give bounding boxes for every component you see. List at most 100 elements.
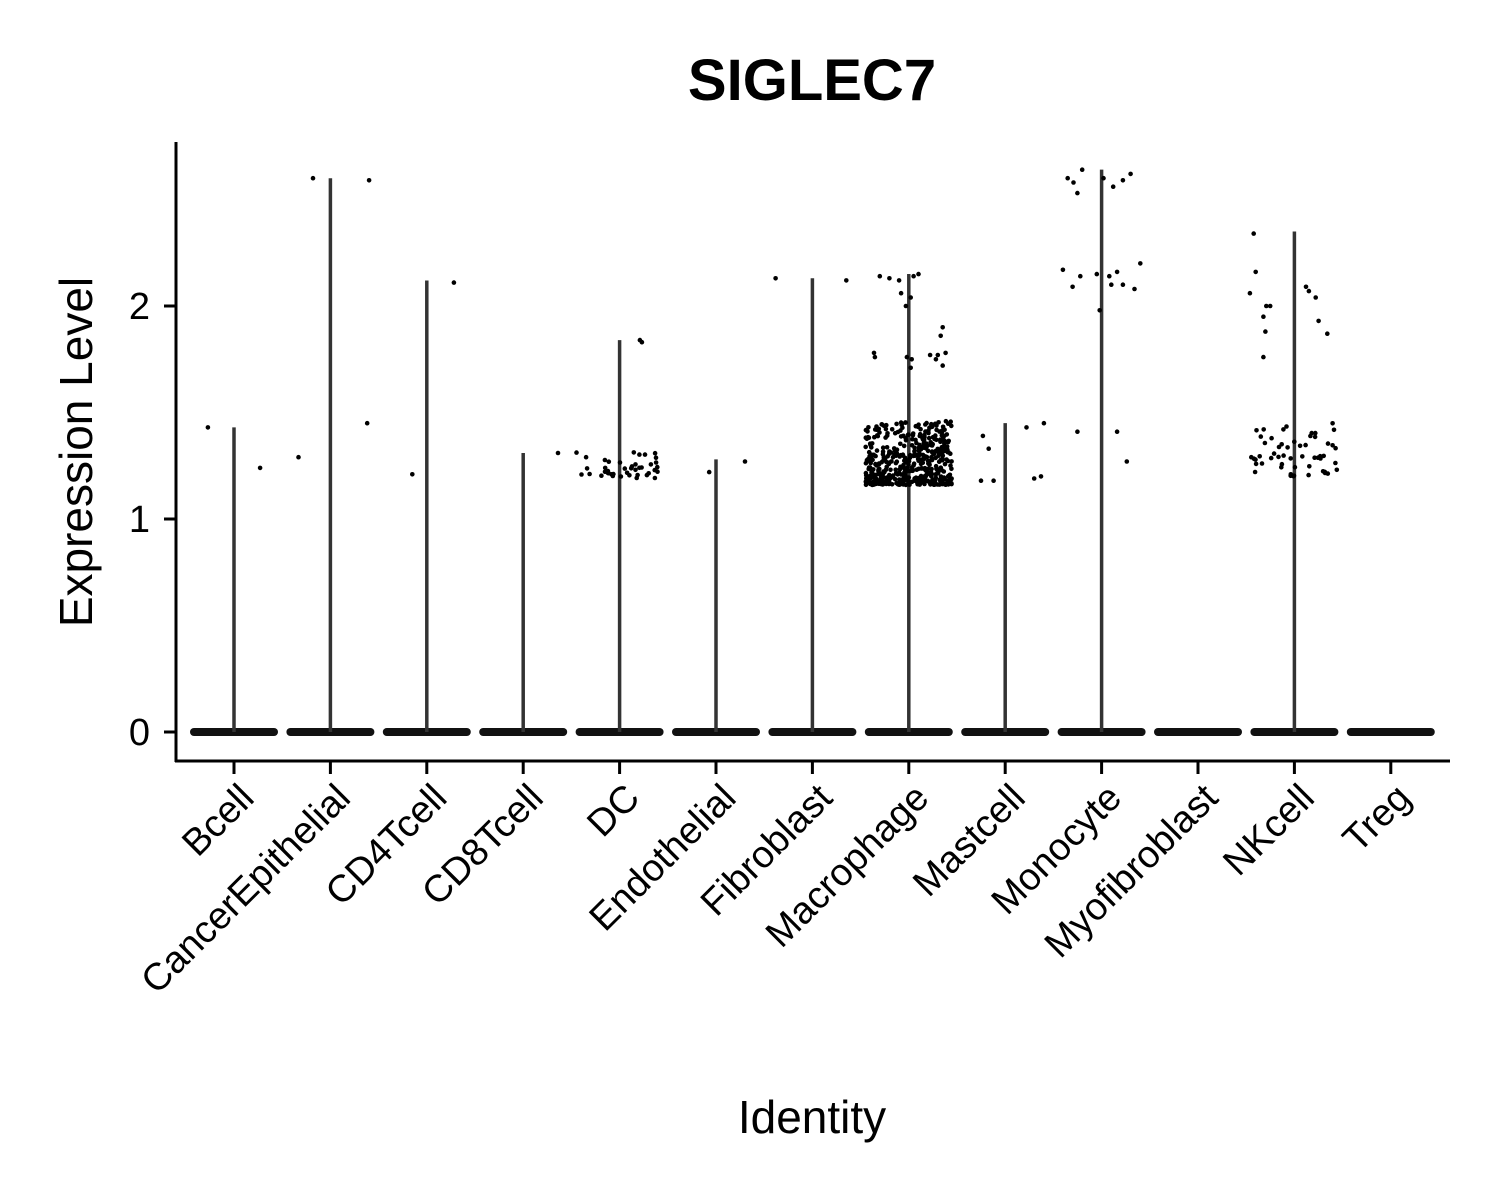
- chart-title: SIGLEC7: [688, 48, 936, 113]
- violin-cancerepithelial: [286, 175, 375, 736]
- data-point: [945, 439, 951, 445]
- data-point: [773, 276, 778, 281]
- data-point: [866, 449, 872, 455]
- zero-band: [1346, 728, 1435, 736]
- data-point: [1124, 459, 1130, 464]
- data-point: [1333, 445, 1338, 451]
- data-point: [878, 473, 884, 479]
- data-point: [903, 482, 909, 488]
- data-point: [911, 273, 916, 279]
- y-tick-label: 1: [129, 499, 150, 541]
- data-point: [935, 470, 941, 475]
- data-point: [926, 435, 932, 441]
- data-point: [257, 465, 263, 471]
- data-point: [574, 450, 579, 455]
- data-point: [366, 178, 372, 183]
- data-point: [872, 354, 878, 360]
- data-point: [885, 431, 890, 436]
- data-point: [652, 450, 658, 456]
- data-point: [1330, 421, 1335, 426]
- data-point: [895, 471, 900, 477]
- data-point: [898, 477, 903, 483]
- data-point: [879, 459, 884, 465]
- data-point: [599, 473, 604, 479]
- data-point: [1325, 471, 1331, 476]
- data-point: [866, 466, 871, 472]
- x-tick-label: Bcell: [174, 777, 262, 865]
- data-point: [908, 295, 913, 300]
- y-tick-label: 0: [129, 712, 150, 754]
- data-point: [1297, 443, 1303, 449]
- data-point: [938, 479, 944, 484]
- data-point: [1268, 455, 1274, 461]
- data-point: [946, 450, 951, 455]
- data-point: [901, 443, 907, 449]
- data-point: [602, 469, 608, 475]
- data-point: [410, 472, 415, 477]
- data-point: [635, 472, 640, 478]
- data-point: [639, 465, 644, 470]
- data-point: [865, 476, 870, 481]
- data-point: [937, 429, 942, 434]
- data-point: [932, 436, 938, 442]
- data-point: [881, 423, 887, 429]
- data-point: [916, 271, 921, 277]
- data-point: [886, 461, 892, 467]
- data-point: [628, 466, 634, 471]
- data-point: [942, 433, 947, 439]
- data-point: [934, 423, 939, 428]
- data-point: [945, 481, 950, 487]
- data-point: [883, 435, 888, 440]
- data-point: [1325, 441, 1331, 446]
- data-point: [884, 445, 890, 450]
- data-point: [874, 448, 880, 453]
- data-point: [1312, 455, 1317, 461]
- data-point: [1253, 461, 1259, 467]
- data-point: [898, 420, 904, 425]
- violin-cd4tcell: [382, 280, 471, 736]
- data-point: [940, 453, 946, 458]
- data-point: [938, 465, 944, 471]
- data-point: [1261, 314, 1266, 320]
- data-point: [1276, 444, 1282, 450]
- data-point: [1252, 469, 1258, 475]
- data-point: [874, 427, 879, 433]
- data-point: [944, 457, 949, 462]
- data-point: [894, 450, 900, 456]
- data-point: [1259, 461, 1265, 466]
- data-point: [903, 420, 908, 425]
- data-point: [927, 480, 932, 485]
- data-point: [930, 450, 935, 456]
- data-point: [923, 422, 928, 427]
- data-point: [908, 365, 913, 371]
- data-point: [1263, 329, 1268, 334]
- data-point: [706, 469, 712, 475]
- data-point: [892, 430, 898, 436]
- data-point: [1138, 261, 1143, 266]
- data-point: [364, 420, 370, 426]
- data-point: [1257, 454, 1262, 459]
- data-point: [913, 423, 919, 429]
- data-point: [875, 433, 881, 439]
- data-point: [865, 429, 870, 434]
- data-point: [652, 475, 658, 481]
- data-point: [896, 278, 902, 283]
- data-point: [1292, 464, 1298, 470]
- violin-macrophage: [863, 271, 954, 736]
- data-point: [1060, 267, 1066, 273]
- data-point: [907, 455, 913, 461]
- data-point: [602, 457, 608, 463]
- data-point: [1120, 178, 1126, 183]
- data-point: [936, 453, 941, 459]
- data-point: [1300, 454, 1305, 459]
- data-point: [914, 467, 919, 473]
- data-point: [296, 454, 301, 460]
- data-point: [1097, 308, 1102, 313]
- data-point: [622, 466, 628, 471]
- data-point: [1331, 427, 1337, 433]
- data-point: [888, 450, 894, 455]
- data-point: [935, 352, 941, 358]
- violin-monocyte: [1057, 167, 1146, 736]
- data-point: [885, 454, 890, 459]
